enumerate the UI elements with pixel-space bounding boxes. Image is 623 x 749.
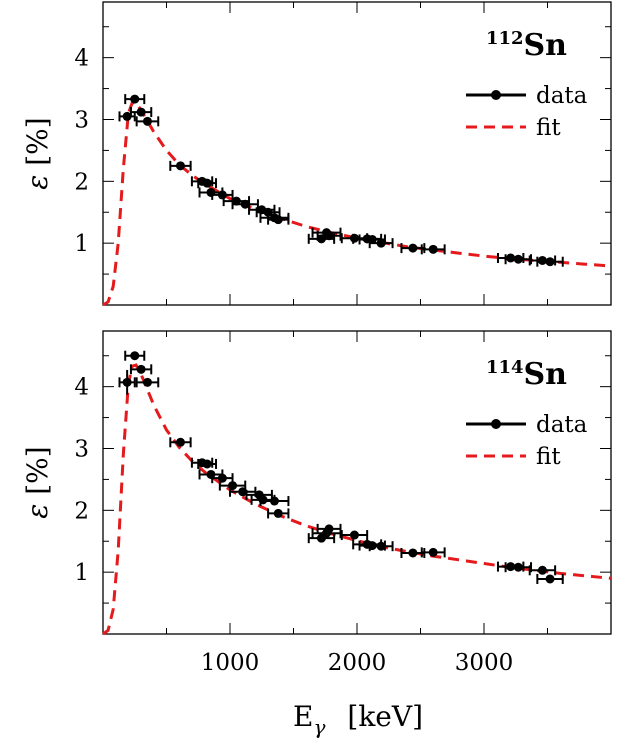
isotope-label: 114Sn — [486, 357, 567, 392]
data-point — [269, 496, 279, 506]
data-point — [175, 161, 185, 171]
data-point — [349, 530, 359, 540]
legend-data-marker — [491, 419, 501, 429]
isotope-mass: 112 — [486, 28, 524, 49]
y-tick-label: 4 — [74, 375, 89, 401]
legend-data-label: data — [536, 83, 588, 109]
isotope-label: 112Sn — [486, 28, 567, 63]
data-point — [324, 524, 334, 534]
isotope-symbol: Sn — [524, 357, 568, 392]
isotope-mass: 114 — [486, 357, 524, 378]
data-point — [238, 487, 248, 497]
y-tick-label: 1 — [74, 231, 89, 257]
x-tick-label: 1000 — [201, 650, 260, 676]
data-point — [513, 562, 523, 572]
data-point — [428, 547, 438, 557]
y-axis-title: ε [%] — [21, 117, 54, 189]
data-point — [324, 231, 334, 241]
panel-top-112sn: 1 2 3 4 ε [%] 112Sn data fit — [21, 1, 612, 307]
data-point — [506, 253, 516, 263]
data-point — [428, 244, 438, 254]
data-point — [273, 215, 283, 225]
y-axis-unit: [%] — [21, 117, 54, 165]
legend-data-marker — [491, 90, 501, 100]
x-tick-label: 2000 — [328, 650, 387, 676]
data-point — [217, 190, 227, 200]
data-point — [408, 243, 418, 253]
y-tick-label: 4 — [74, 46, 89, 72]
data-point — [408, 548, 418, 558]
legend-fit-label: fit — [536, 115, 561, 141]
panel-bottom-114sn: 1000 2000 3000 1 2 3 4 ε [%] 114Sn data fit — [21, 330, 612, 676]
data-point — [175, 437, 185, 447]
data-point — [513, 254, 523, 264]
fit-curve — [102, 363, 612, 636]
y-tick-label: 2 — [74, 498, 89, 524]
y-tick-label: 2 — [74, 169, 89, 195]
y-axis-symbol: ε — [21, 495, 54, 519]
data-point — [376, 541, 386, 551]
y-tick-label: 3 — [74, 436, 89, 462]
y-axis-title: ε [%] — [21, 446, 54, 518]
data-point — [130, 94, 140, 104]
x-axis-symbol: E — [293, 700, 313, 733]
data-point — [122, 111, 132, 121]
data-point — [240, 199, 250, 209]
data-point — [376, 238, 386, 248]
data-point — [136, 364, 146, 374]
x-axis-title: Eγ [keV] — [293, 700, 423, 739]
data-point — [545, 257, 555, 267]
data-point — [202, 459, 212, 469]
x-axis-title-text: Eγ [keV] — [293, 700, 423, 739]
y-tick-label: 1 — [74, 560, 89, 586]
y-axis-symbol: ε — [21, 166, 54, 190]
data-point — [122, 377, 132, 387]
data-point — [537, 255, 547, 265]
data-point — [273, 508, 283, 518]
legend-fit-label: fit — [536, 444, 561, 470]
data-point — [545, 574, 555, 584]
x-tick-label: 3000 — [455, 650, 514, 676]
data-point — [136, 107, 146, 117]
legend-data-label: data — [536, 412, 588, 438]
data-point — [537, 565, 547, 575]
y-tick-label: 3 — [74, 107, 89, 133]
data-point — [142, 377, 152, 387]
data-point — [130, 351, 140, 361]
x-axis-subscript: γ — [313, 715, 325, 739]
data-point — [217, 473, 227, 483]
fit-curve — [102, 101, 612, 307]
data-point — [202, 178, 212, 188]
data-point — [263, 207, 273, 217]
data-point — [142, 116, 152, 126]
y-axis-unit: [%] — [21, 446, 54, 494]
x-axis-unit: [keV] — [347, 700, 423, 733]
isotope-symbol: Sn — [524, 28, 568, 63]
